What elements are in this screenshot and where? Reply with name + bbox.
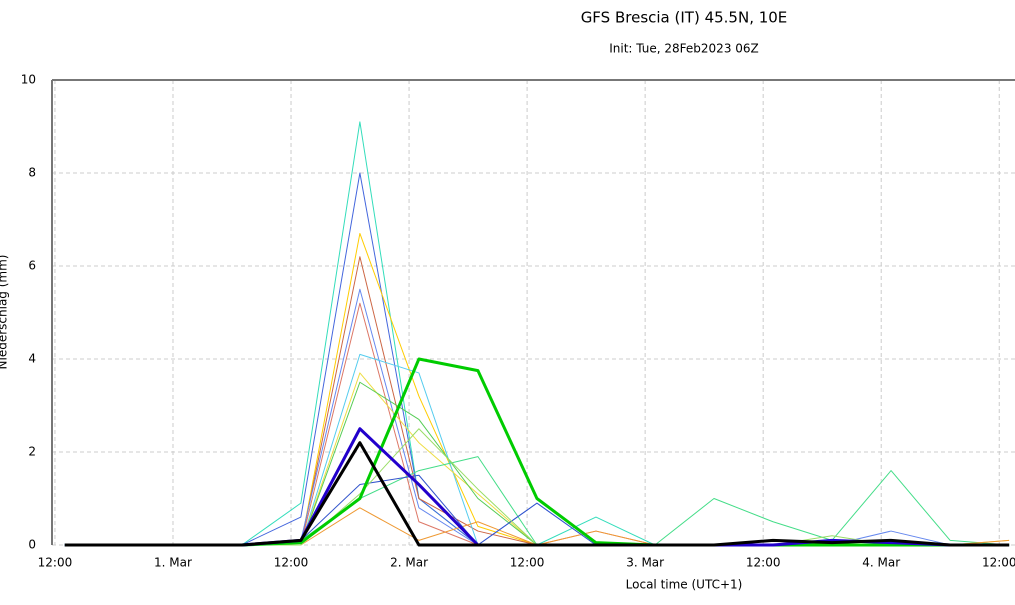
chart-title: GFS Brescia (IT) 45.5N, 10E xyxy=(581,9,788,27)
ensemble-line xyxy=(64,474,1010,546)
x-tick-label: 2. Mar xyxy=(390,556,428,570)
chart-subtitle: Init: Tue, 28Feb2023 06Z xyxy=(609,42,759,56)
ensemble-line xyxy=(64,381,1010,546)
y-tick-label: 6 xyxy=(28,259,36,273)
x-tick-label: 12:00 xyxy=(982,556,1015,570)
y-tick-label: 0 xyxy=(28,538,36,552)
ensemble-line xyxy=(64,456,1010,546)
ensemble-line xyxy=(64,121,1010,546)
ensemble-line xyxy=(64,372,1010,546)
x-tick-label: 4. Mar xyxy=(862,556,900,570)
y-tick-label: 8 xyxy=(28,166,36,180)
x-tick-label: 3. Mar xyxy=(626,556,664,570)
y-tick-label: 2 xyxy=(28,445,36,459)
ensemble-line xyxy=(64,507,1010,546)
ensemble-line xyxy=(64,288,1010,546)
y-tick-label: 10 xyxy=(21,73,36,87)
x-tick-label: 12:00 xyxy=(274,556,309,570)
y-tick-label: 4 xyxy=(28,352,36,366)
x-axis-label: Local time (UTC+1) xyxy=(626,578,743,592)
ensemble-line xyxy=(64,302,1010,546)
x-tick-label: 12:00 xyxy=(38,556,73,570)
bold-line xyxy=(64,441,1010,547)
ensemble-line xyxy=(64,353,1010,546)
x-tick-label: 12:00 xyxy=(746,556,781,570)
bold-line xyxy=(64,427,1010,547)
x-tick-label: 12:00 xyxy=(510,556,545,570)
ensemble-line xyxy=(64,256,1010,546)
y-axis-label: Niederschlag (mm) xyxy=(0,255,10,370)
x-tick-label: 1. Mar xyxy=(154,556,192,570)
ensemble-line xyxy=(64,428,1010,546)
